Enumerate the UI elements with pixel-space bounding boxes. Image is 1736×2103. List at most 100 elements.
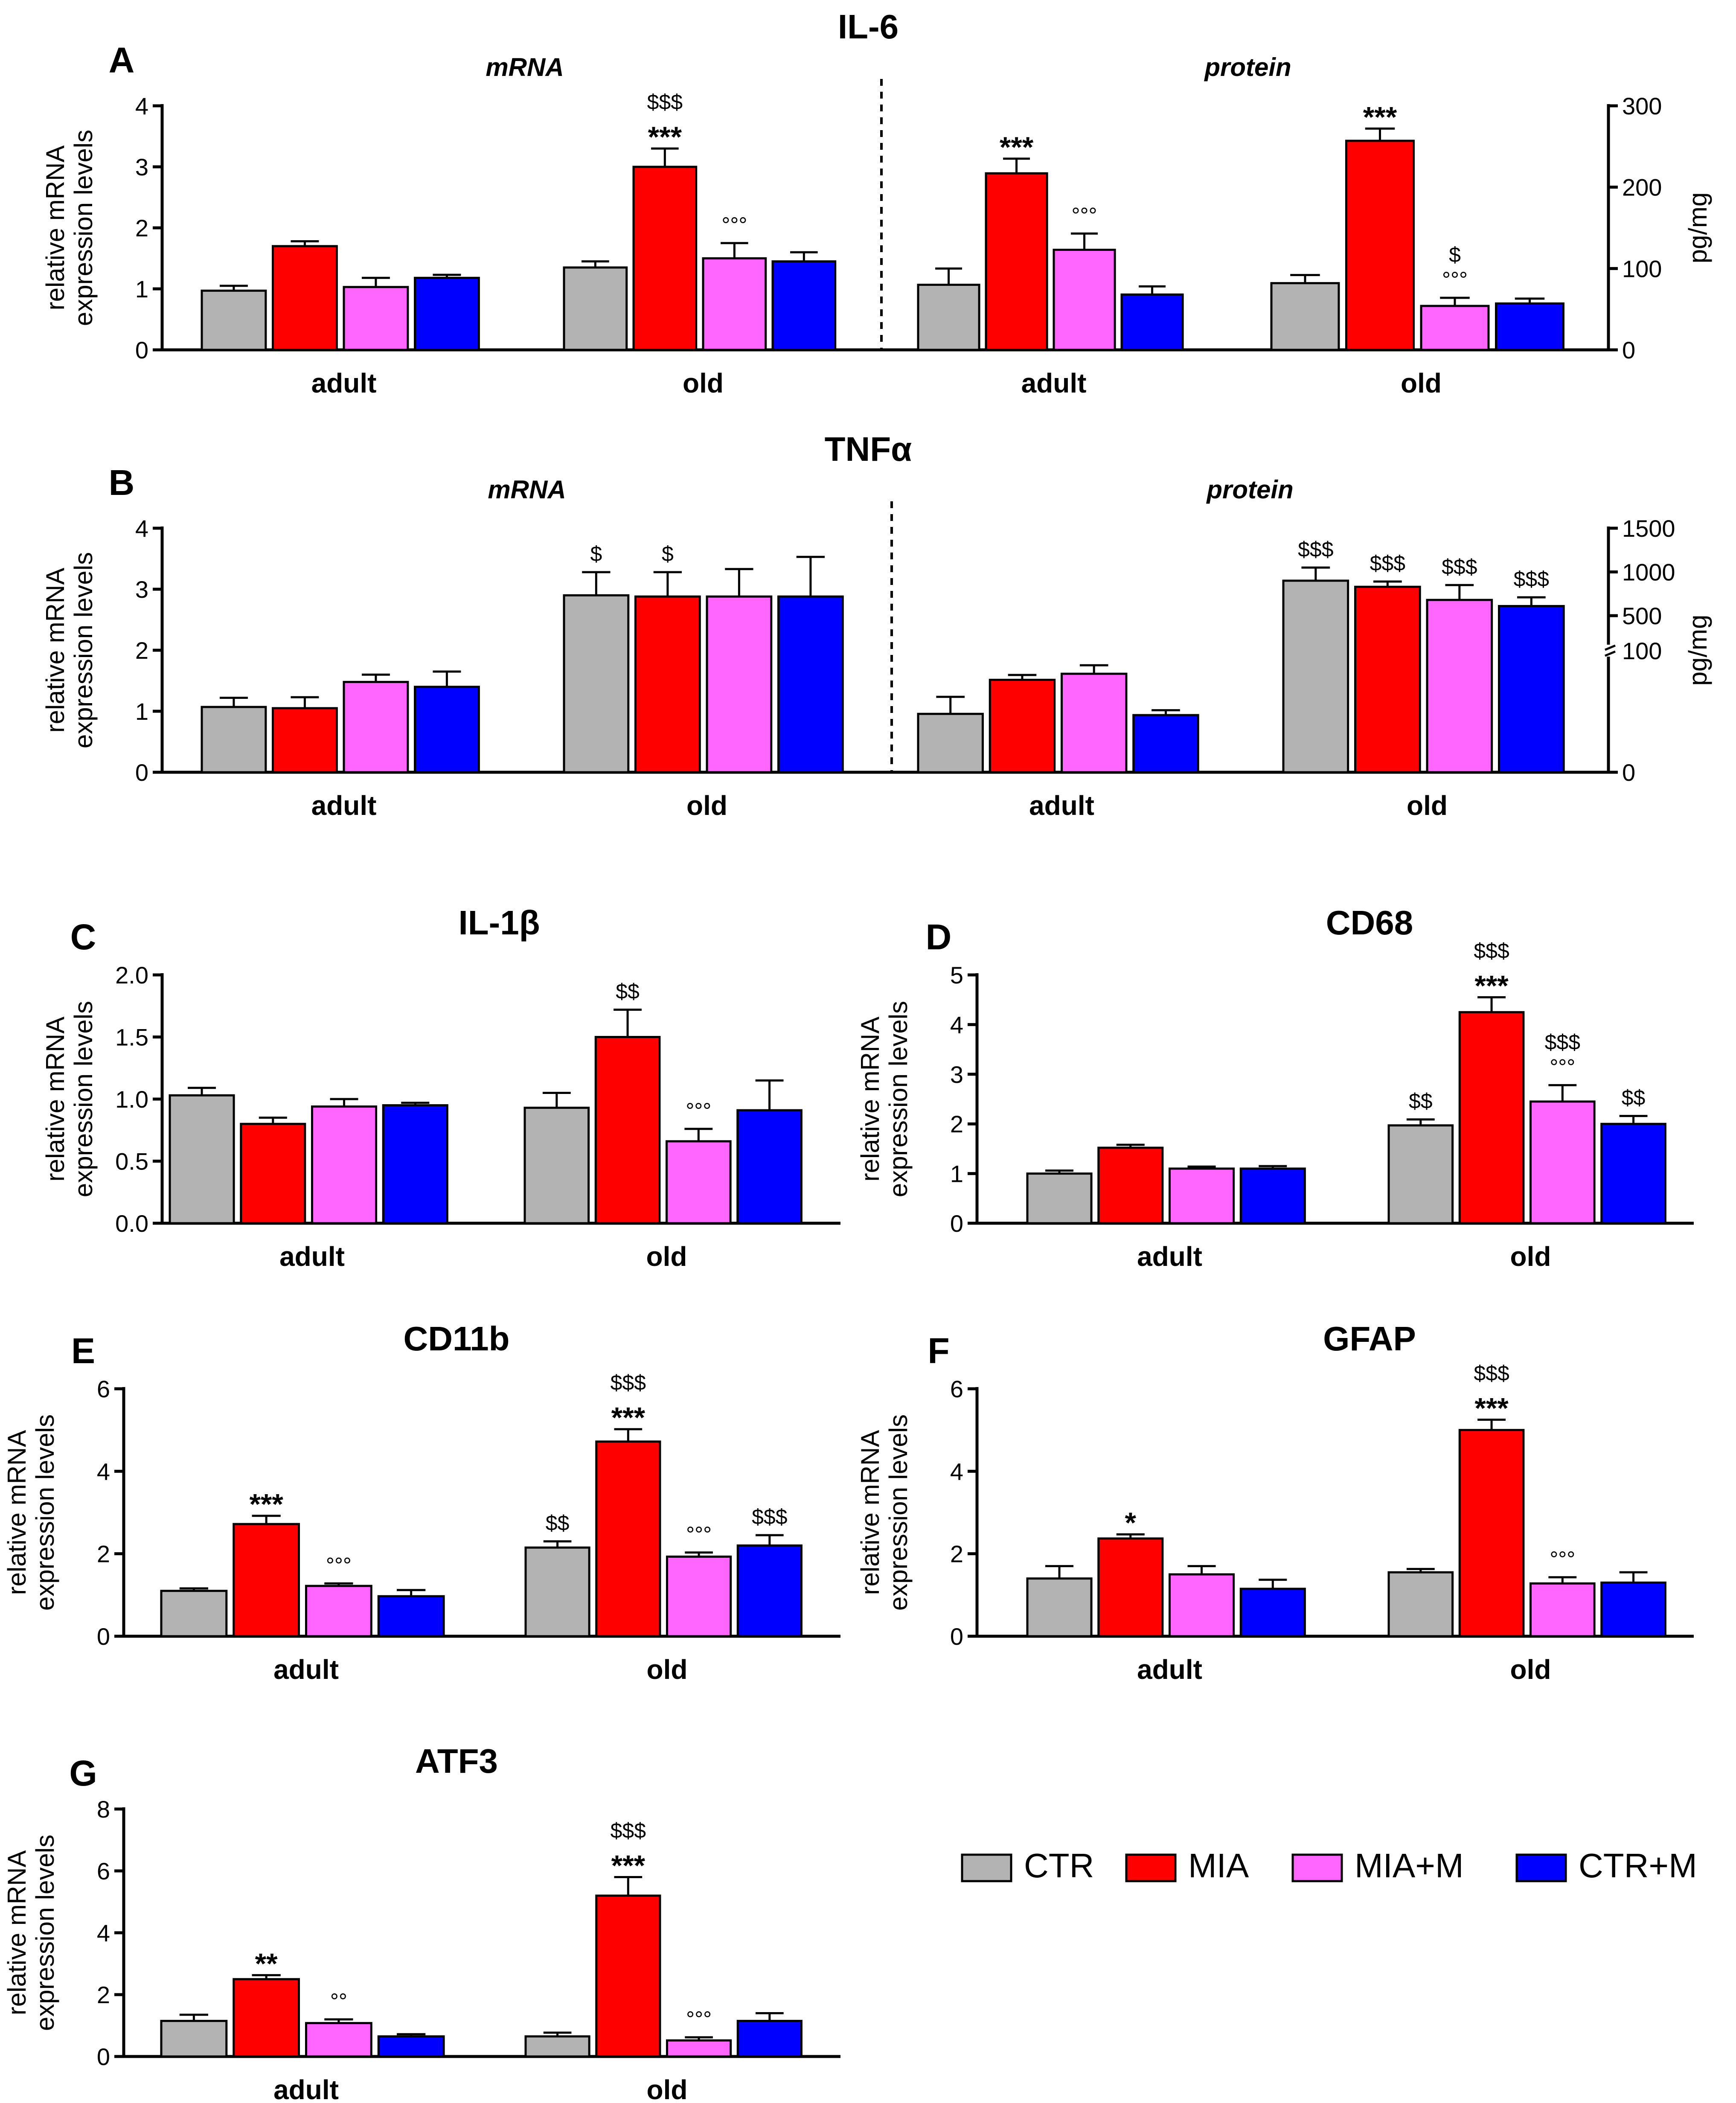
bar-ctr-adult — [917, 713, 984, 774]
y-axis-label: pg/mg — [1684, 615, 1712, 686]
y-axis-label: relative mRNA — [3, 1850, 31, 2016]
bar-ctr-m-adult — [1120, 293, 1184, 351]
y-axis-label: relative mRNA — [41, 145, 70, 311]
bar-mia-m-adult — [343, 286, 409, 351]
significance-annotation: $$$ — [1514, 567, 1549, 591]
legend-swatch-mia — [1125, 1853, 1177, 1882]
chart-title: IL-1β — [458, 904, 540, 942]
bar-mia-m-old — [666, 1555, 732, 1638]
bar-ctr-m-old — [736, 1544, 803, 1638]
bar-mia-adult — [233, 1978, 300, 2058]
axis-break-mark — [1605, 650, 1616, 657]
bar-mia-old — [632, 166, 698, 351]
significance-annotation: °°° — [1072, 203, 1097, 227]
y-tick-label: 2 — [135, 215, 148, 241]
bar-mia-adult — [1097, 1537, 1164, 1638]
significance-annotation: *** — [1000, 131, 1034, 163]
bar-mia-m-adult — [311, 1105, 378, 1225]
y-axis-label: expression levels — [69, 130, 98, 326]
significance-annotation: *** — [1474, 1392, 1509, 1425]
bar-ctr-old — [563, 266, 628, 351]
bar-ctr-old — [1387, 1571, 1454, 1638]
chart-panel-G: 0 2 4 6 8 relative mRNA expression levels ** °° a… — [3, 1796, 840, 2103]
significance-annotation: *** — [611, 1850, 646, 1882]
bar-ctr-old — [563, 594, 630, 774]
bar-ctr-m-adult — [1239, 1588, 1306, 1638]
significance-annotation: $$ — [1622, 1086, 1646, 1110]
x-category-label: adult — [1137, 1654, 1202, 1685]
significance-annotation: *** — [1363, 101, 1397, 133]
bar-ctr-m-adult — [377, 2035, 445, 2058]
y-tick-label: 2 — [950, 1111, 963, 1137]
significance-annotation: *** — [249, 1488, 283, 1521]
bar-mia-m-adult — [305, 1585, 372, 1638]
significance-annotation: °°° — [686, 1099, 711, 1123]
y-axis-label: relative mRNA — [41, 568, 70, 733]
bar-mia-adult — [233, 1523, 300, 1638]
bar-ctr-old — [1387, 1124, 1454, 1225]
significance-annotation: $$ — [616, 979, 640, 1003]
bar-ctr-m-adult — [382, 1104, 448, 1225]
y-tick-label: 2 — [97, 1981, 110, 2008]
y-tick-label: 2 — [135, 637, 148, 664]
bar-mia-m-old — [1426, 599, 1493, 774]
y-tick-label: 4 — [135, 93, 148, 119]
y-tick-label: 1 — [135, 698, 148, 725]
x-category-label: old — [1407, 790, 1448, 821]
y-tick-label: 8 — [97, 1796, 110, 1823]
chart-subtitle: mRNA — [486, 53, 564, 81]
chart-subtitle: protein — [1206, 475, 1293, 504]
y-tick-label: 2 — [97, 1541, 110, 1568]
x-category-label: adult — [311, 368, 377, 398]
y-axis-label: pg/mg — [1684, 192, 1712, 264]
panel-letter: G — [69, 1753, 97, 1793]
chart-subtitle: mRNA — [488, 475, 566, 504]
axis-break-mark — [1605, 644, 1616, 651]
significance-annotation: $$ — [546, 1511, 570, 1535]
y-tick-label: 5 — [950, 962, 963, 989]
bar-mia-adult — [272, 245, 338, 351]
y-axis-label: expression levels — [31, 1414, 59, 1611]
chart-panel-B: 0 1 2 3 4 relative mRNA expression levels adult… — [41, 475, 892, 821]
y-tick-label: 4 — [950, 1458, 963, 1485]
x-category-label: old — [646, 1241, 687, 1272]
significance-annotation: $ — [662, 542, 674, 566]
y-tick-label: 0 — [135, 337, 148, 364]
chart-title: CD11b — [404, 1320, 510, 1358]
chart-panel-E: 0 2 4 6 relative mRNA expression levels *** °°°… — [3, 1371, 840, 1685]
chart-panel-C: 0.0 0.5 1.0 1.5 2.0 relative mRNA expression l… — [41, 962, 840, 1272]
bar-ctr-old — [1270, 282, 1340, 351]
y-tick-label: 4 — [135, 515, 148, 542]
chart-title: TNFα — [825, 430, 912, 468]
bar-mia-m-old — [1530, 1582, 1596, 1638]
y-tick-label: 2.0 — [115, 962, 148, 989]
significance-annotation: ** — [255, 1947, 278, 1980]
y-tick-label: 0 — [1622, 337, 1635, 364]
y-tick-label: 0 — [97, 1623, 110, 1650]
significance-annotation: *** — [648, 121, 682, 153]
x-category-label: adult — [273, 1654, 339, 1685]
y-tick-label: 500 — [1622, 602, 1662, 629]
y-axis-label: relative mRNA — [3, 1430, 31, 1595]
bar-mia-m-adult — [1169, 1573, 1235, 1638]
bar-ctr-m-old — [1600, 1123, 1666, 1225]
y-tick-label: 1500 — [1622, 515, 1675, 542]
bar-ctr-m-adult — [377, 1595, 445, 1638]
bar-mia-old — [1354, 585, 1421, 774]
y-tick-label: 100 — [1622, 637, 1662, 664]
y-tick-label: 2 — [950, 1541, 963, 1568]
significance-annotation: °°° — [686, 1522, 712, 1546]
significance-annotation: °°° — [1550, 1055, 1575, 1079]
bar-mia-m-old — [666, 2039, 732, 2058]
significance-annotation: °° — [330, 1989, 347, 2013]
x-category-label: old — [1510, 1654, 1551, 1685]
bar-ctr-m-old — [736, 1109, 803, 1225]
significance-annotation: °°° — [1442, 268, 1468, 291]
bar-ctr-m-adult — [414, 276, 480, 351]
y-tick-label: 3 — [950, 1061, 963, 1088]
bar-ctr-m-adult — [1239, 1167, 1306, 1225]
y-tick-label: 3 — [135, 576, 148, 603]
y-axis-label: expression levels — [884, 1001, 913, 1197]
significance-annotation: * — [1125, 1507, 1137, 1539]
chart-panel-D: 0 1 2 3 4 5 relative mRNA expression levels adul… — [856, 939, 1694, 1272]
